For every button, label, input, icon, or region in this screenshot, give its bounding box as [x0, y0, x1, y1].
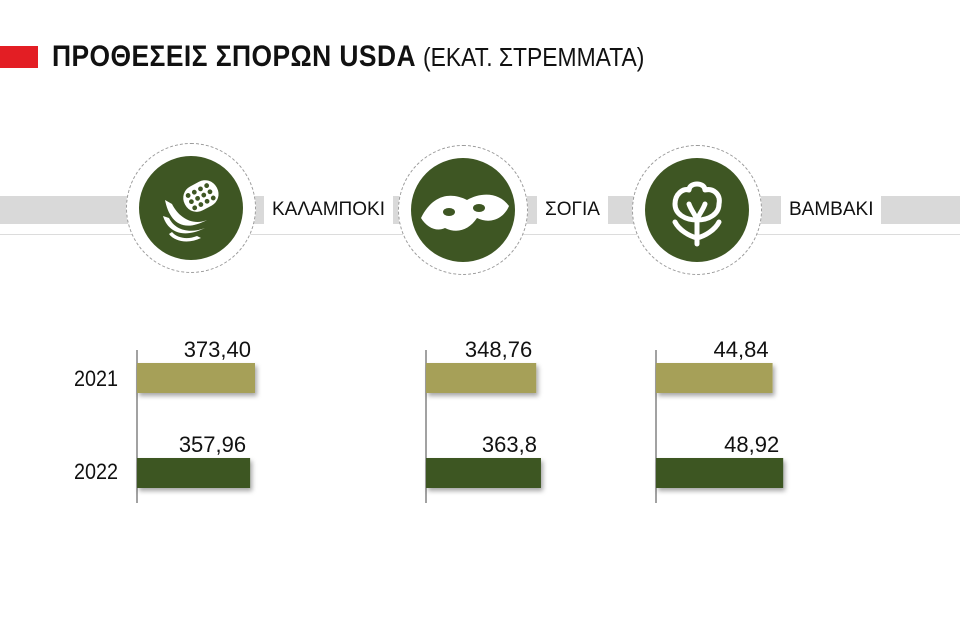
- bar-cotton-2021: [656, 363, 773, 393]
- data-label-soybean-2022: 363,8: [482, 432, 537, 457]
- title-unit: (ΕΚΑΤ. ΣΤΡΕΜΜΑΤΑ): [423, 42, 645, 72]
- data-label-corn-2021: 373,40: [184, 337, 251, 362]
- crop-label-soybean: ΣΟΓΙΑ: [537, 196, 608, 224]
- soybean-disc: [411, 158, 515, 262]
- data-label-cotton-2022: 48,92: [724, 432, 779, 457]
- crop-label-cotton: ΒΑΜΒΑΚΙ: [781, 196, 882, 224]
- soybean-icon: [421, 194, 509, 231]
- cotton-icon: [672, 181, 722, 247]
- crop-badge-corn: [126, 143, 256, 273]
- red-accent-bar: [0, 46, 38, 68]
- bar-corn-2021: [137, 363, 255, 393]
- bar-soybean-2021: [426, 363, 537, 393]
- page-title: ΠΡΟΘΕΣΕΙΣ ΣΠΟΡΩΝ USDA (ΕΚΑΤ. ΣΤΡΕΜΜΑΤΑ): [52, 38, 644, 76]
- data-label-cotton-2021: 44,84: [714, 337, 769, 362]
- corn-disc: [139, 156, 243, 260]
- legend-year-2021: 2021: [74, 366, 119, 391]
- cotton-disc: [645, 158, 749, 262]
- legend-year-2022: 2022: [74, 459, 119, 484]
- corn-icon: [163, 180, 219, 242]
- title-main: ΠΡΟΘΕΣΕΙΣ ΣΠΟΡΩΝ USDA: [52, 40, 416, 73]
- data-label-soybean-2021: 348,76: [465, 337, 532, 362]
- bar-soybean-2022: [426, 458, 541, 488]
- data-label-corn-2022: 357,96: [179, 432, 246, 457]
- crop-badge-soybean: [398, 145, 528, 275]
- crop-badge-cotton: [632, 145, 762, 275]
- bar-cotton-2022: [656, 458, 784, 488]
- crop-label-corn: ΚΑΛΑΜΠΟΚΙ: [264, 196, 393, 224]
- bar-corn-2022: [137, 458, 251, 488]
